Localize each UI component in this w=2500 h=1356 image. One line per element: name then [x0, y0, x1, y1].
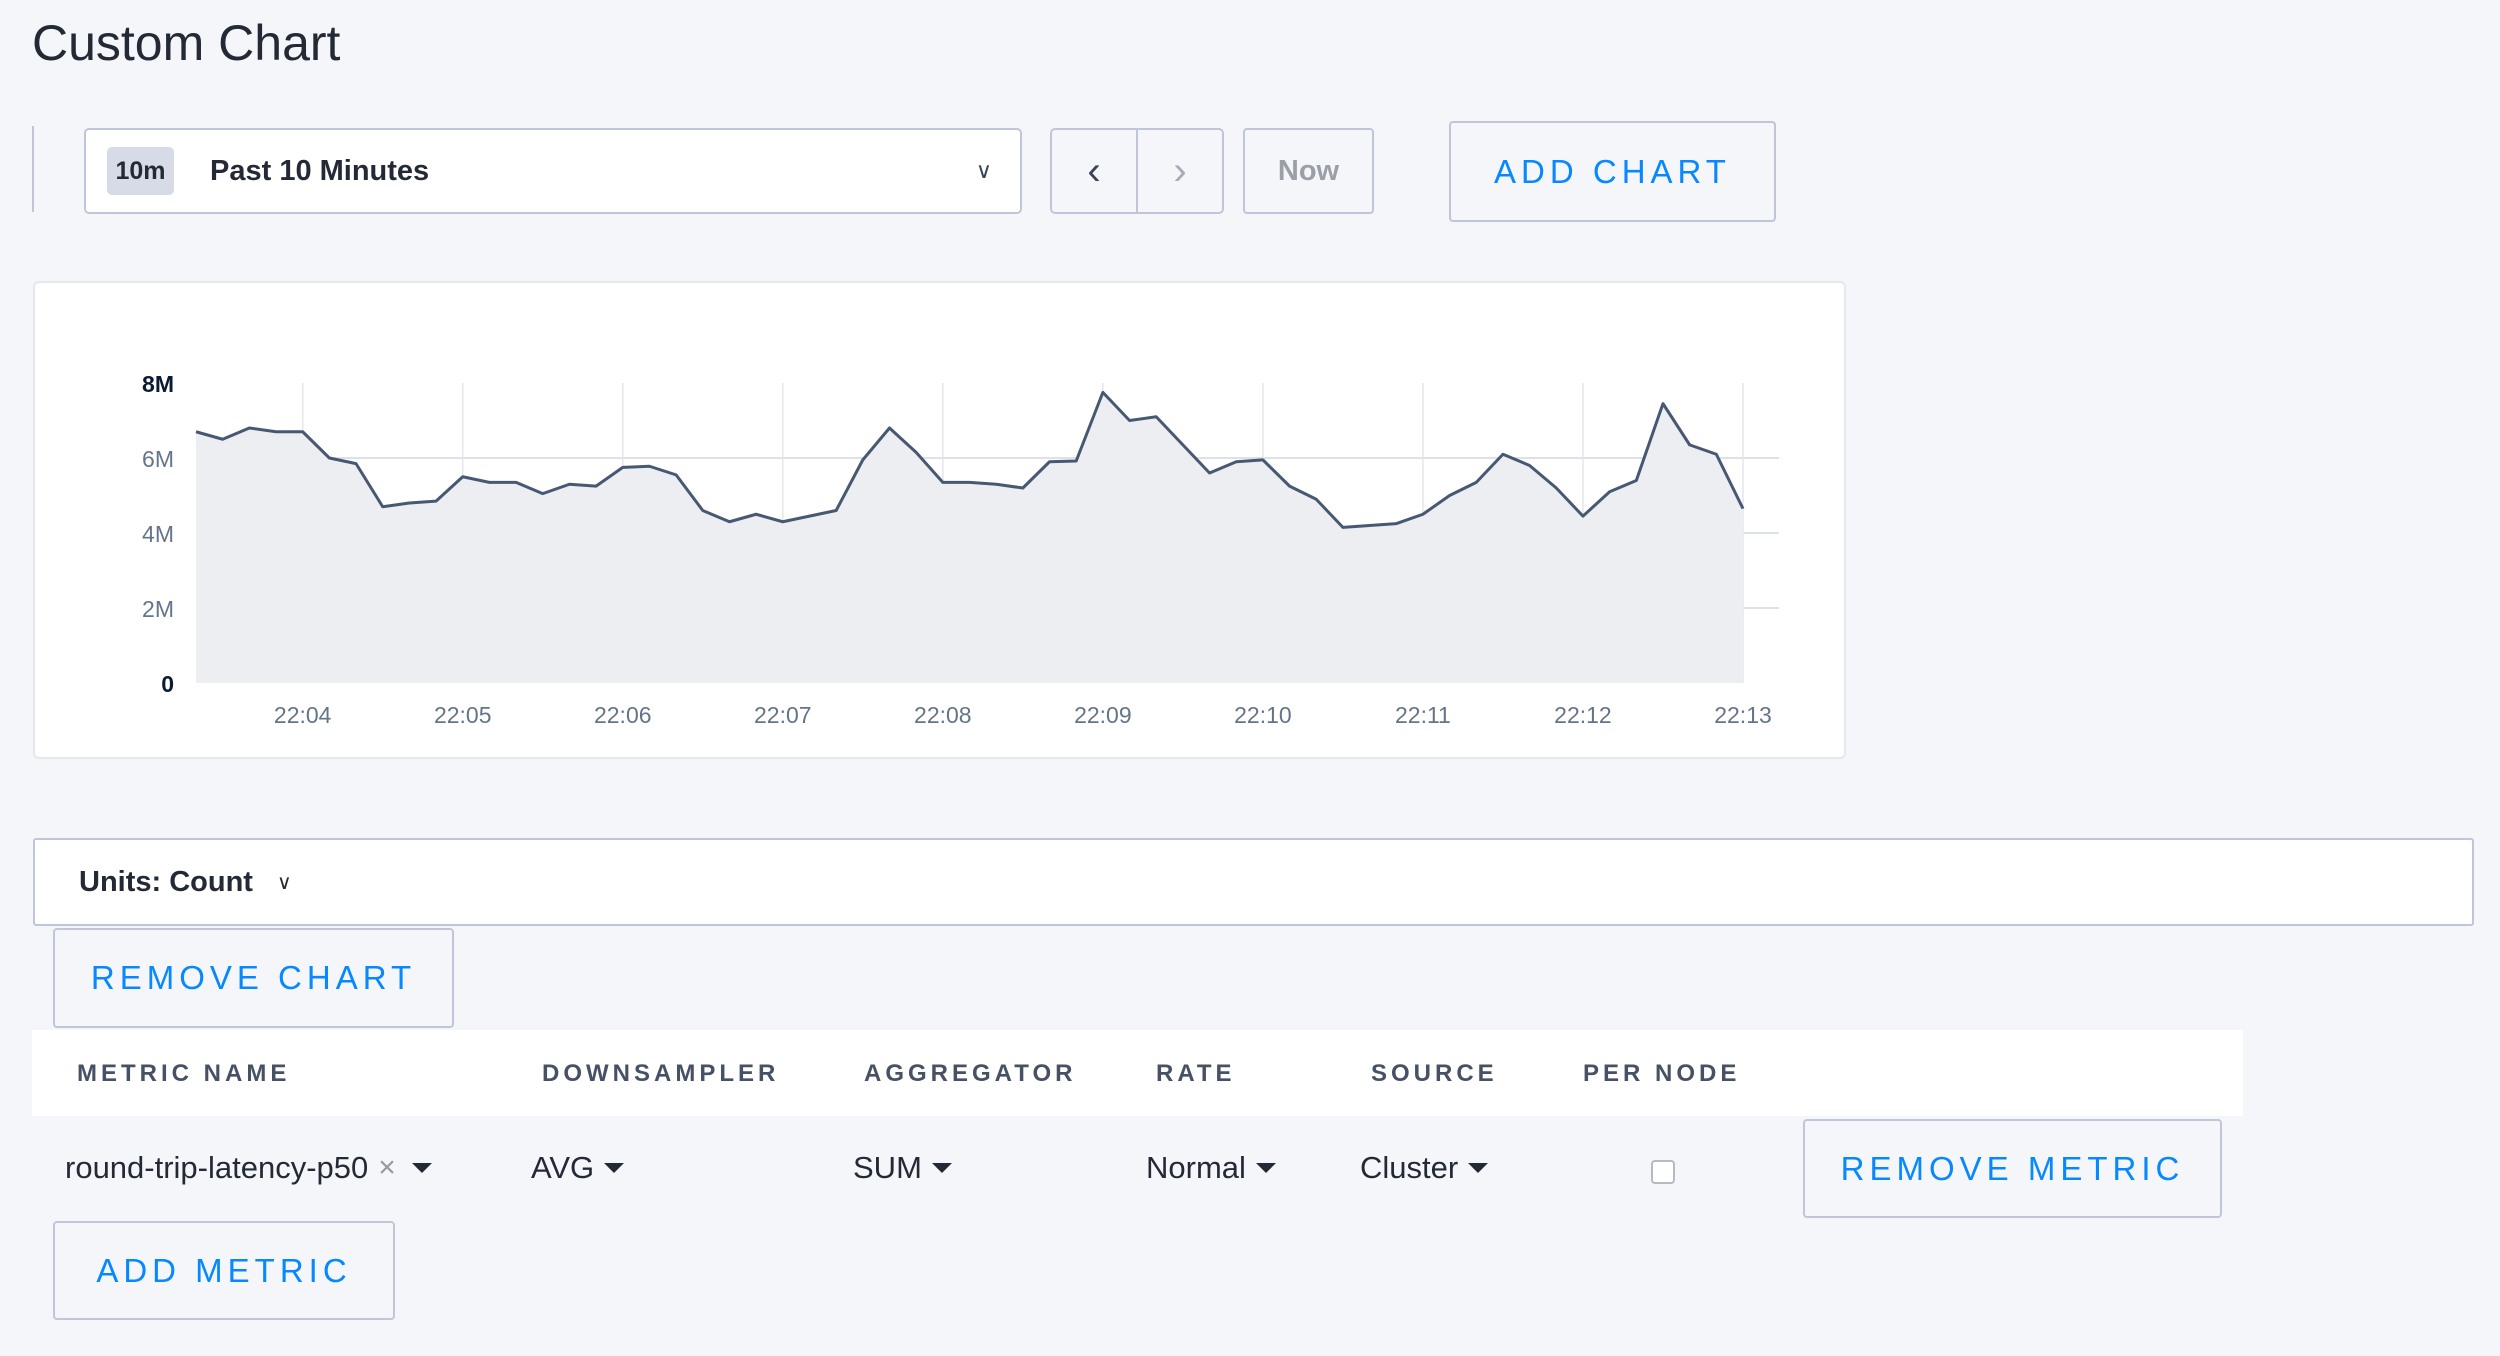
- next-button[interactable]: ›: [1138, 130, 1222, 212]
- x-tick-label: 22:11: [1395, 702, 1451, 728]
- previous-button[interactable]: ‹: [1052, 130, 1138, 212]
- source-value: Cluster: [1360, 1150, 1459, 1185]
- units-label: Units: Count: [79, 865, 253, 898]
- series-area: [196, 392, 1743, 683]
- x-tick-label: 22:09: [1074, 702, 1132, 728]
- aggregator-value: SUM: [853, 1150, 922, 1185]
- x-tick-label: 22:04: [274, 702, 332, 728]
- x-tick-label: 22:05: [434, 702, 492, 728]
- x-tick-label: 22:07: [754, 702, 812, 728]
- y-tick-label: 0: [161, 671, 174, 697]
- table-header: [32, 1030, 2243, 1116]
- line-chart: 0 2M 4M 6M 8M 22:04 22:05 22:06 22:07 22:08 22:09 2…: [142, 371, 1779, 728]
- caret-down-icon: [411, 1163, 432, 1173]
- caret-down-icon: [1255, 1163, 1276, 1173]
- y-tick-label: 4M: [142, 521, 174, 547]
- y-tick-label: 6M: [142, 446, 174, 472]
- header-per-node: PER NODE: [1583, 1060, 1741, 1087]
- source-select[interactable]: Cluster: [1360, 1150, 1489, 1186]
- page-title: Custom Chart: [32, 15, 341, 71]
- header-downsampler: DOWNSAMPLER: [542, 1060, 780, 1087]
- x-tick-label: 22:08: [914, 702, 972, 728]
- time-nav: ‹ ›: [1050, 128, 1224, 214]
- caret-down-icon: [604, 1163, 625, 1173]
- downsampler-value: AVG: [531, 1150, 595, 1185]
- rate-select[interactable]: Normal: [1146, 1150, 1276, 1186]
- chevron-down-icon: ∨: [975, 158, 992, 183]
- x-tick-label: 22:10: [1234, 702, 1292, 728]
- x-tick-label: 22:13: [1714, 702, 1772, 728]
- caret-down-icon: [931, 1163, 952, 1173]
- series-line: [195, 390, 1745, 529]
- add-metric-button[interactable]: ADD METRIC: [53, 1221, 395, 1320]
- caret-down-icon: [1468, 1163, 1489, 1173]
- clear-icon[interactable]: ×: [378, 1151, 396, 1184]
- timeframe-dropdown[interactable]: 10m Past 10 Minutes ∨: [84, 128, 1022, 214]
- aggregator-select[interactable]: SUM: [853, 1150, 952, 1186]
- chart-card: 0 2M 4M 6M 8M 22:04 22:05 22:06 22:07 22:08 22:09 2…: [33, 281, 1846, 759]
- rate-value: Normal: [1146, 1150, 1246, 1185]
- divider: [32, 126, 34, 212]
- remove-metric-button[interactable]: REMOVE METRIC: [1803, 1119, 2222, 1218]
- per-node-checkbox[interactable]: [1651, 1160, 1675, 1184]
- header-rate: RATE: [1156, 1060, 1236, 1087]
- chevron-down-icon: ∨: [276, 871, 292, 894]
- timeframe-label: Past 10 Minutes: [210, 154, 430, 187]
- chevron-left-icon: ‹: [1087, 148, 1101, 193]
- header-aggregator: AGGREGATOR: [864, 1060, 1077, 1087]
- metric-name-value: round-trip-latency-p50: [65, 1150, 369, 1185]
- y-tick-label: 2M: [142, 596, 174, 622]
- x-tick-label: 22:12: [1554, 702, 1612, 728]
- timeframe-badge: 10m: [107, 147, 174, 195]
- x-tick-label: 22:06: [594, 702, 652, 728]
- downsampler-select[interactable]: AVG: [531, 1150, 625, 1186]
- units-dropdown[interactable]: Units: Count ∨: [33, 838, 2474, 926]
- metric-name-select[interactable]: round-trip-latency-p50 ×: [65, 1150, 432, 1186]
- add-chart-button[interactable]: ADD CHART: [1449, 121, 1776, 222]
- chevron-right-icon: ›: [1173, 148, 1187, 193]
- header-metric-name: METRIC NAME: [77, 1060, 291, 1087]
- header-source: SOURCE: [1371, 1060, 1498, 1087]
- y-tick-label: 8M: [142, 371, 174, 397]
- remove-chart-button[interactable]: REMOVE CHART: [53, 928, 454, 1028]
- now-button[interactable]: Now: [1243, 128, 1374, 214]
